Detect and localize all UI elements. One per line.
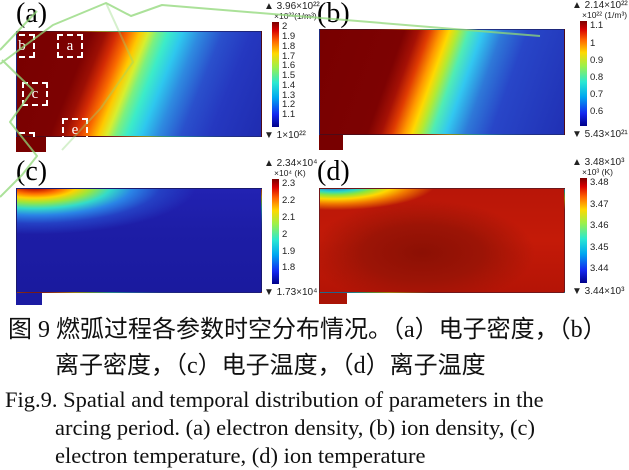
colorbar-c-gradient	[272, 179, 279, 285]
colorbar-tick: 0.9	[590, 54, 604, 66]
plot-d-domain-step	[319, 293, 347, 304]
colorbar-tick: 0.7	[590, 89, 604, 101]
colorbar-c-max-label: ▲ 2.34×10⁴	[264, 158, 318, 169]
colorbar-a-unit: ×10²²(1/m³)	[274, 11, 317, 21]
colorbar-tick: 1.8	[282, 40, 296, 52]
colorbar-tick: 2.1	[282, 211, 296, 223]
colorbar-d-min-label: ▼ 3.44×10³	[572, 286, 625, 298]
colorbar-a: ▲ 3.96×10²² ×10²²(1/m³) 2 1.9 1.8 1.7 1.6 1.5…	[264, 1, 320, 142]
colorbar-tick: 3.44	[590, 263, 609, 275]
panel-d: (d) ▲ 3.48×10³ ×10³ (K) 3.48 3.47 3.46 3.45…	[315, 155, 629, 310]
colorbar-tick: 0.6	[590, 106, 604, 118]
colorbar-tick: 1.3	[282, 89, 296, 101]
caption-chinese: 图 9 燃弧过程各参数时空分布情况。（a）电子密度，（b） 离子密度，（c）电子…	[0, 312, 629, 384]
colorbar-tick: 1.8	[282, 262, 296, 274]
plot-b-domain-step	[319, 135, 343, 150]
colorbar-d-max-label: ▲ 3.48×10³	[572, 157, 625, 168]
colorbar-tick: 1.5	[282, 70, 296, 82]
colorbar-c-ticks: 2.3 2.2 2.1 2 1.9 1.8	[282, 179, 295, 272]
heatmap-electron-density: b a c e d	[9, 31, 262, 156]
colorbar-tick: 3.45	[590, 241, 609, 253]
panel-c: (c) ▲ 2.34×10⁴ ×10⁴ (K) 2.3 2.2 2.1 2 1.9 1.8…	[0, 155, 318, 310]
panel-a-label: (a)	[16, 0, 48, 29]
heatmap-ion-temperature	[319, 188, 565, 293]
colorbar-tick: 2	[282, 228, 288, 240]
panel-a: (a) b a c e d ▲ 3.96×10²² ×10²²(1/m³) 21…	[0, 0, 320, 156]
colorbar-tick: 1.6	[282, 60, 296, 72]
region-marker-c: c	[22, 82, 48, 106]
colorbar-tick: 1.9	[282, 31, 296, 43]
panel-b: (b) ▲ 2.14×10²² ×10²² (1/m³) 1.1 1 0.9 0.8 0…	[315, 0, 629, 155]
caption-english: Fig.9. Spatial and temporal distribution…	[0, 386, 629, 470]
colorbar-tick: 3.46	[590, 220, 609, 232]
caption-en-line1: Fig.9. Spatial and temporal distribution…	[5, 387, 544, 412]
colorbar-tick: 1.9	[282, 245, 296, 257]
region-marker-a: a	[57, 34, 83, 58]
region-marker-b: b	[9, 34, 35, 58]
heatmap-electron-temperature	[16, 188, 262, 293]
region-marker-e: e	[62, 118, 88, 142]
caption-zh-line1: 图 9 燃弧过程各参数时空分布情况。（a）电子密度，（b）	[8, 317, 607, 343]
colorbar-a-ticks: 2 1.9 1.8 1.7 1.6 1.5 1.4 1.3 1.2 1.1	[282, 22, 295, 119]
panel-b-label: (b)	[317, 0, 350, 29]
plot-c-domain-step	[16, 293, 42, 305]
colorbar-d-ticks: 3.48 3.47 3.46 3.45 3.44	[590, 177, 609, 275]
panel-d-label: (d)	[317, 156, 350, 187]
colorbar-b-unit: ×10²² (1/m³)	[582, 10, 628, 20]
caption-zh-line2: 离子密度，（c）电子温度，（d）离子温度	[55, 353, 486, 379]
colorbar-d-gradient	[580, 178, 587, 284]
colorbar-tick: 2	[282, 21, 288, 33]
colorbar-tick: 1.1	[590, 20, 604, 32]
colorbar-a-gradient	[272, 22, 279, 128]
caption-en-line2: arcing period. (a) electron density, (b)…	[55, 415, 536, 440]
colorbar-d-unit: ×10³ (K)	[582, 167, 613, 177]
colorbar-d: ▲ 3.48×10³ ×10³ (K) 3.48 3.47 3.46 3.45 3.44…	[572, 157, 629, 297]
colorbar-b-gradient	[580, 21, 587, 127]
colorbar-tick: 2.2	[282, 195, 296, 207]
colorbar-tick: 1.4	[282, 79, 296, 91]
colorbar-b-min-label: ▼ 5.43×10²¹	[572, 129, 628, 141]
heatmap-ion-density	[319, 29, 565, 135]
colorbar-tick: 0.8	[590, 71, 604, 83]
colorbar-c-min-label: ▼ 1.73×10⁴	[264, 287, 318, 299]
colorbar-tick: 3.47	[590, 198, 609, 210]
colorbar-c-unit: ×10⁴ (K)	[274, 168, 306, 178]
caption-en-line3: electron temperature, (d) ion temperatur…	[55, 443, 426, 468]
panel-c-label: (c)	[16, 156, 48, 187]
colorbar-tick: 2.3	[282, 178, 296, 190]
colorbar-tick: 3.48	[590, 177, 609, 189]
colorbar-tick: 1.1	[282, 109, 296, 121]
colorbar-b-max-label: ▲ 2.14×10²²	[572, 0, 628, 11]
colorbar-b-ticks: 1.1 1 0.9 0.8 0.7 0.6	[590, 21, 603, 116]
plot-a-domain-step	[16, 137, 46, 152]
colorbar-a-min-label: ▼ 1×10²²	[264, 130, 306, 142]
figure-9: (a) b a c e d ▲ 3.96×10²² ×10²²(1/m³) 21…	[0, 0, 629, 310]
colorbar-c: ▲ 2.34×10⁴ ×10⁴ (K) 2.3 2.2 2.1 2 1.9 1.8 ▼ 1…	[264, 158, 318, 299]
colorbar-tick: 1	[590, 37, 596, 49]
colorbar-b: ▲ 2.14×10²² ×10²² (1/m³) 1.1 1 0.9 0.8 0.7 0.…	[572, 0, 629, 140]
colorbar-tick: 1.7	[282, 50, 296, 62]
colorbar-tick: 1.2	[282, 99, 296, 111]
